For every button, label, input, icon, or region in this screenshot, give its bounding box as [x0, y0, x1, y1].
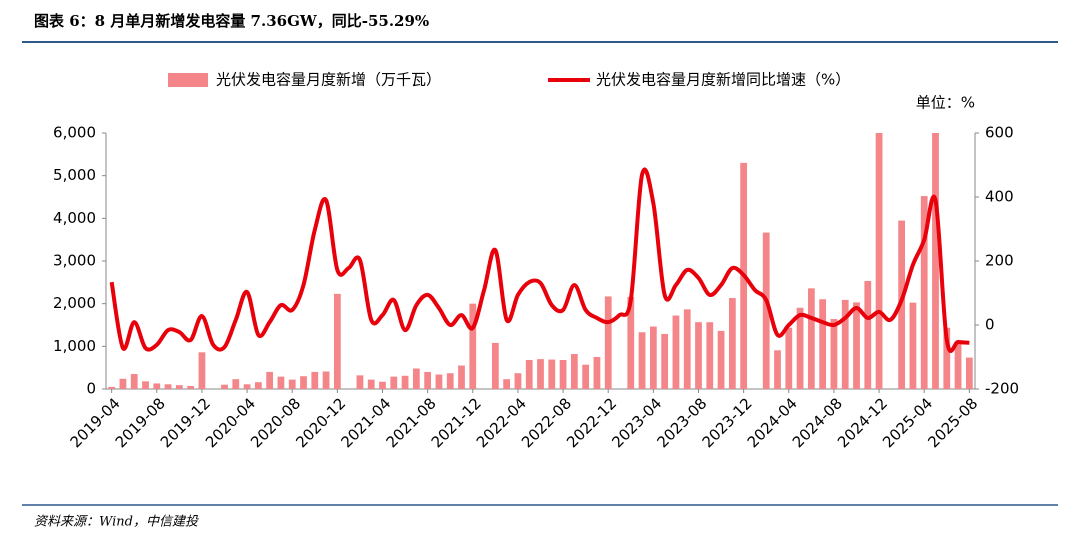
bar [774, 350, 781, 389]
bar [503, 379, 511, 389]
bar [491, 342, 499, 389]
bar [864, 280, 872, 389]
bar [717, 330, 725, 389]
bar [559, 359, 567, 389]
bar [965, 357, 973, 389]
bar [537, 359, 544, 389]
bar [853, 302, 860, 389]
bar [728, 298, 736, 389]
bar [796, 307, 804, 389]
bar [390, 376, 398, 389]
bar [706, 322, 714, 389]
bar [932, 133, 939, 389]
bar [367, 379, 375, 389]
bar [288, 379, 296, 389]
bar [841, 299, 849, 389]
source-note: 资料来源：Wind，中信建投 [34, 515, 199, 530]
bar [311, 371, 319, 389]
y2-tick-label: 200 [985, 252, 1014, 270]
y-tick-label: 0 [86, 380, 96, 398]
bar [762, 232, 770, 389]
unit-label: 单位：% [916, 94, 975, 112]
bar [604, 296, 612, 389]
bar [198, 352, 206, 389]
x-tick-label: 2025-08 [924, 394, 981, 451]
bar [954, 341, 962, 389]
bar [819, 299, 827, 389]
legend-label: 光伏发电容量月度新增（万千瓦） [216, 71, 441, 89]
bar [232, 379, 240, 389]
y-tick-label: 1,000 [53, 337, 96, 355]
y-tick-label: 5,000 [53, 166, 96, 184]
bar [142, 381, 149, 389]
legend-swatch [168, 73, 208, 87]
bar [446, 373, 454, 389]
y2-tick-label: -200 [985, 380, 1019, 398]
y2-tick-label: 400 [985, 188, 1014, 206]
bar [266, 371, 274, 389]
bar [119, 378, 127, 389]
y-tick-label: 6,000 [53, 124, 96, 142]
bar [593, 357, 601, 389]
bar [672, 315, 680, 389]
bar [943, 327, 951, 389]
y-tick-label: 3,000 [53, 252, 96, 270]
bar [164, 384, 172, 389]
bar [920, 196, 928, 389]
bar [175, 385, 183, 389]
bar [638, 332, 646, 389]
bar [254, 382, 262, 389]
bar [785, 327, 793, 389]
bar [424, 371, 432, 389]
bar [695, 322, 702, 389]
bar [333, 293, 341, 389]
bar [153, 383, 161, 389]
bar [627, 296, 635, 389]
bar [469, 303, 477, 389]
bar [108, 386, 116, 389]
bar [243, 384, 251, 389]
y-tick-label: 4,000 [53, 209, 96, 227]
bar [875, 133, 883, 389]
chart-title: 图表 6：8 月单月新增发电容量 7.36GW，同比-55.29% [34, 12, 429, 30]
bar [548, 359, 556, 389]
legend-label: 光伏发电容量月度新增同比增速（%） [596, 71, 850, 89]
bar [277, 376, 285, 389]
y-tick-label: 2,000 [53, 294, 96, 312]
bar [830, 319, 838, 389]
bar [356, 375, 364, 389]
bar [401, 375, 409, 389]
bar [300, 376, 307, 389]
bar [807, 288, 815, 389]
bar [909, 302, 917, 389]
bar [379, 381, 386, 389]
bar [130, 374, 138, 389]
bar [322, 371, 330, 389]
bar [649, 326, 657, 389]
bar [661, 333, 669, 389]
bar [570, 354, 578, 389]
bar [525, 359, 533, 389]
bar [187, 386, 195, 389]
bar [683, 309, 691, 389]
bar [582, 364, 590, 389]
bar [221, 384, 228, 389]
bar-group [108, 133, 973, 389]
bar [514, 373, 522, 389]
line-series [109, 167, 970, 353]
bar [412, 368, 420, 389]
bar [435, 374, 443, 389]
y2-tick-label: 600 [985, 124, 1014, 142]
bar [458, 365, 465, 389]
y2-tick-label: 0 [985, 316, 995, 334]
